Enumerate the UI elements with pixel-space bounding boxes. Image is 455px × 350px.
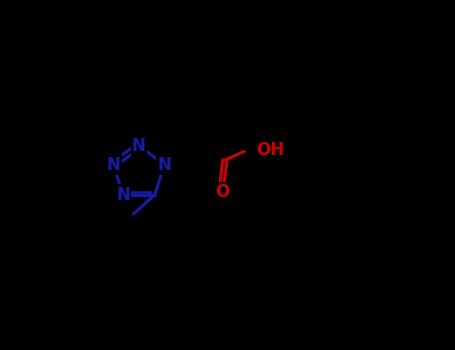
Text: N: N: [157, 155, 172, 174]
Text: O: O: [215, 183, 229, 201]
Text: N: N: [132, 137, 146, 155]
Text: N: N: [116, 186, 130, 204]
Text: N: N: [106, 155, 120, 174]
Text: OH: OH: [256, 141, 284, 159]
